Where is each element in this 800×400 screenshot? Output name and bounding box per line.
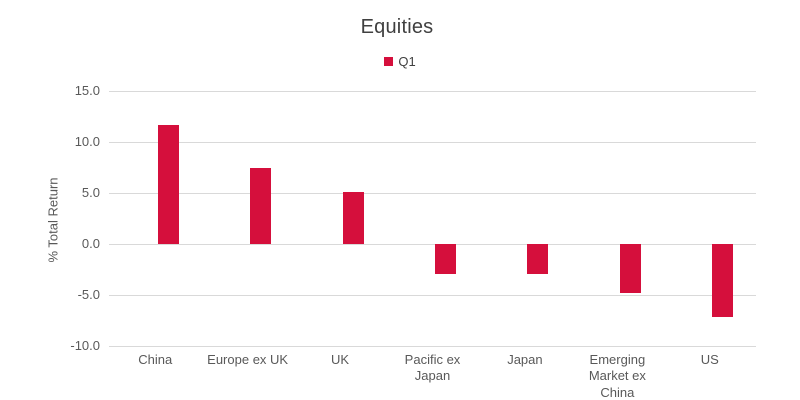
gridline-y-10.0 — [109, 142, 756, 143]
x-axis-label: US — [700, 352, 719, 367]
bar-emerging-market-ex-china — [619, 244, 641, 293]
y-tick-label: 0.0 — [81, 236, 100, 251]
y-tick-label: 15.0 — [74, 83, 100, 98]
gridline-y-5.0 — [109, 193, 756, 194]
y-tick-label: 5.0 — [81, 185, 100, 200]
y-tick-label: -10.0 — [70, 338, 100, 353]
legend-swatch-icon — [384, 57, 394, 66]
x-axis-label: Europe ex UK — [207, 352, 289, 367]
x-axis-label: Emerging Market ex China — [588, 352, 646, 400]
bar-china — [157, 124, 179, 244]
x-axis-label: Pacific ex Japan — [404, 352, 461, 384]
gridline-y--10.0 — [109, 346, 756, 347]
gridline-y-0.0 — [109, 244, 756, 245]
bar-europe-ex-uk — [250, 167, 272, 244]
x-axis-label: China — [138, 352, 173, 367]
gridline-y-15.0 — [109, 91, 756, 92]
bar-pacific-ex-japan — [435, 244, 456, 274]
bar-japan — [527, 244, 549, 274]
chart-title: Equities — [360, 16, 434, 38]
y-tick-label: 10.0 — [74, 134, 100, 149]
x-axis-label: Japan — [507, 352, 543, 367]
bar-uk — [342, 191, 364, 244]
y-tick-label: -5.0 — [77, 287, 100, 302]
x-axis-label: UK — [331, 352, 350, 367]
gridline-y--5.0 — [109, 295, 756, 296]
legend-label: Q1 — [398, 54, 416, 69]
bar-us — [712, 244, 734, 318]
chart-legend: Q1 — [0, 54, 800, 69]
